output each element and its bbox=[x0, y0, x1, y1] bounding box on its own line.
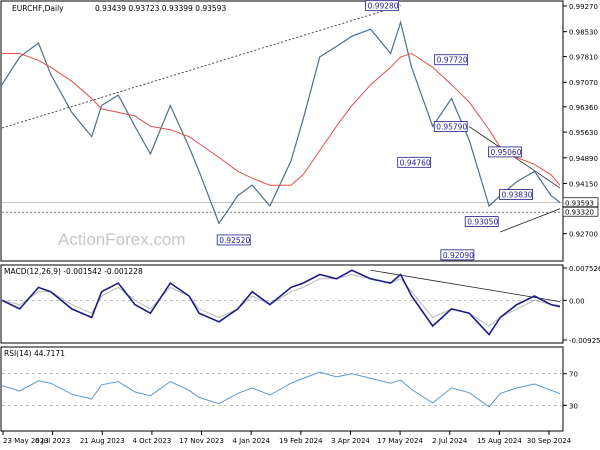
price-tick-label: 0.94890 bbox=[569, 155, 598, 163]
time-tick-label: 3 Apr 2024 bbox=[331, 437, 370, 445]
annotation-box bbox=[499, 189, 533, 200]
time-tick-label: 4 Oct 2023 bbox=[132, 437, 171, 445]
macd-line bbox=[1, 269, 561, 336]
macd-tick-label: 0.00 bbox=[569, 297, 585, 305]
moving-average-line bbox=[2, 52, 561, 186]
annotation-label: 0.92090 bbox=[443, 251, 474, 260]
annotation-box bbox=[464, 216, 499, 227]
annotation-label: 0.95790 bbox=[436, 123, 467, 132]
price-tick-label: 0.92700 bbox=[569, 231, 598, 239]
price-tick-label: 0.95630 bbox=[569, 129, 598, 137]
annotation-label: 0.93050 bbox=[467, 218, 498, 227]
rsi-series bbox=[1, 371, 561, 408]
rsi-tick-label: 70 bbox=[569, 371, 578, 379]
annotation-box bbox=[433, 121, 468, 133]
time-tick-label: 17 Nov 2023 bbox=[179, 437, 224, 445]
time-tick-label: 23 May 2023 bbox=[3, 437, 49, 445]
price-line bbox=[1, 20, 561, 225]
time-tick-label: 17 May 2024 bbox=[377, 437, 423, 445]
macd-tick-label: 0.007526 bbox=[569, 265, 600, 273]
macd-series bbox=[1, 269, 561, 336]
annotation-label: 0.97720 bbox=[437, 56, 468, 65]
time-tick-label: 2 Jul 2024 bbox=[432, 437, 468, 445]
macd-panel-frame bbox=[0, 264, 564, 344]
price-trendline bbox=[500, 208, 561, 233]
macd-axis: 0.007526 0.00 -0.009252 bbox=[2, 265, 600, 345]
rsi-line bbox=[1, 371, 561, 408]
price-trendline bbox=[1, 5, 401, 129]
annotation-box bbox=[488, 146, 522, 158]
time-tick-label: 6 Jul 2023 bbox=[35, 437, 70, 445]
ohlc-label: 0.93439 0.93723 0.93399 0.93593 bbox=[95, 4, 226, 13]
annotation-label: 0.99280 bbox=[368, 2, 399, 11]
rsi-title: RSI(14) 44.7171 bbox=[4, 349, 65, 358]
current-price-tag bbox=[562, 197, 599, 208]
price-tick-label: 0.97070 bbox=[569, 79, 598, 87]
current-price-text: 0.93593 bbox=[565, 199, 594, 207]
annotation-label: 0.95060 bbox=[490, 148, 521, 157]
price-annotations: 0.93593 0.93320 0.99280 0.97720 0.95790 0.950… bbox=[216, 0, 599, 261]
reference-price-text: 0.93320 bbox=[565, 209, 594, 217]
price-panel-frame bbox=[0, 0, 564, 262]
rsi-axis: 70 30 bbox=[2, 371, 578, 410]
time-tick-label: 4 Jan 2024 bbox=[232, 437, 270, 445]
annotation-label: 0.92520 bbox=[219, 236, 250, 245]
annotation-box bbox=[216, 234, 251, 246]
annotation-box bbox=[365, 0, 399, 12]
symbol-label: EURCHF,Daily bbox=[12, 4, 64, 13]
time-tick-label: 19 Feb 2024 bbox=[279, 437, 323, 445]
time-tick-label: 21 Aug 2023 bbox=[80, 437, 125, 445]
macd-title: MACD(12,26,9) -0.001542 -0.001228 bbox=[4, 267, 143, 276]
price-series bbox=[1, 20, 561, 225]
trendlines bbox=[1, 5, 562, 302]
time-tick-label: 15 Aug 2024 bbox=[477, 437, 522, 445]
macd-tick-label: -0.009252 bbox=[569, 337, 600, 345]
time-tick-label: 30 Sep 2024 bbox=[527, 437, 572, 445]
watermark: ActionForex.com bbox=[58, 230, 186, 249]
price-tick-label: 0.94150 bbox=[569, 180, 598, 188]
annotation-box bbox=[434, 54, 469, 66]
rsi-tick-label: 30 bbox=[569, 402, 578, 410]
reference-price-tag bbox=[562, 206, 599, 217]
price-tick-label: 0.98530 bbox=[569, 29, 598, 37]
annotation-label: 0.93830 bbox=[502, 191, 533, 200]
annotation-box bbox=[397, 156, 432, 168]
price-tick-label: 0.97810 bbox=[569, 54, 598, 62]
annotation-label: 0.94760 bbox=[400, 158, 431, 167]
price-tick-label: 0.99270 bbox=[569, 3, 598, 11]
price-tick-label: 0.96360 bbox=[569, 104, 598, 112]
macd-trendline bbox=[370, 269, 561, 302]
rsi-panel-frame bbox=[0, 346, 564, 432]
annotation-box bbox=[440, 249, 475, 261]
